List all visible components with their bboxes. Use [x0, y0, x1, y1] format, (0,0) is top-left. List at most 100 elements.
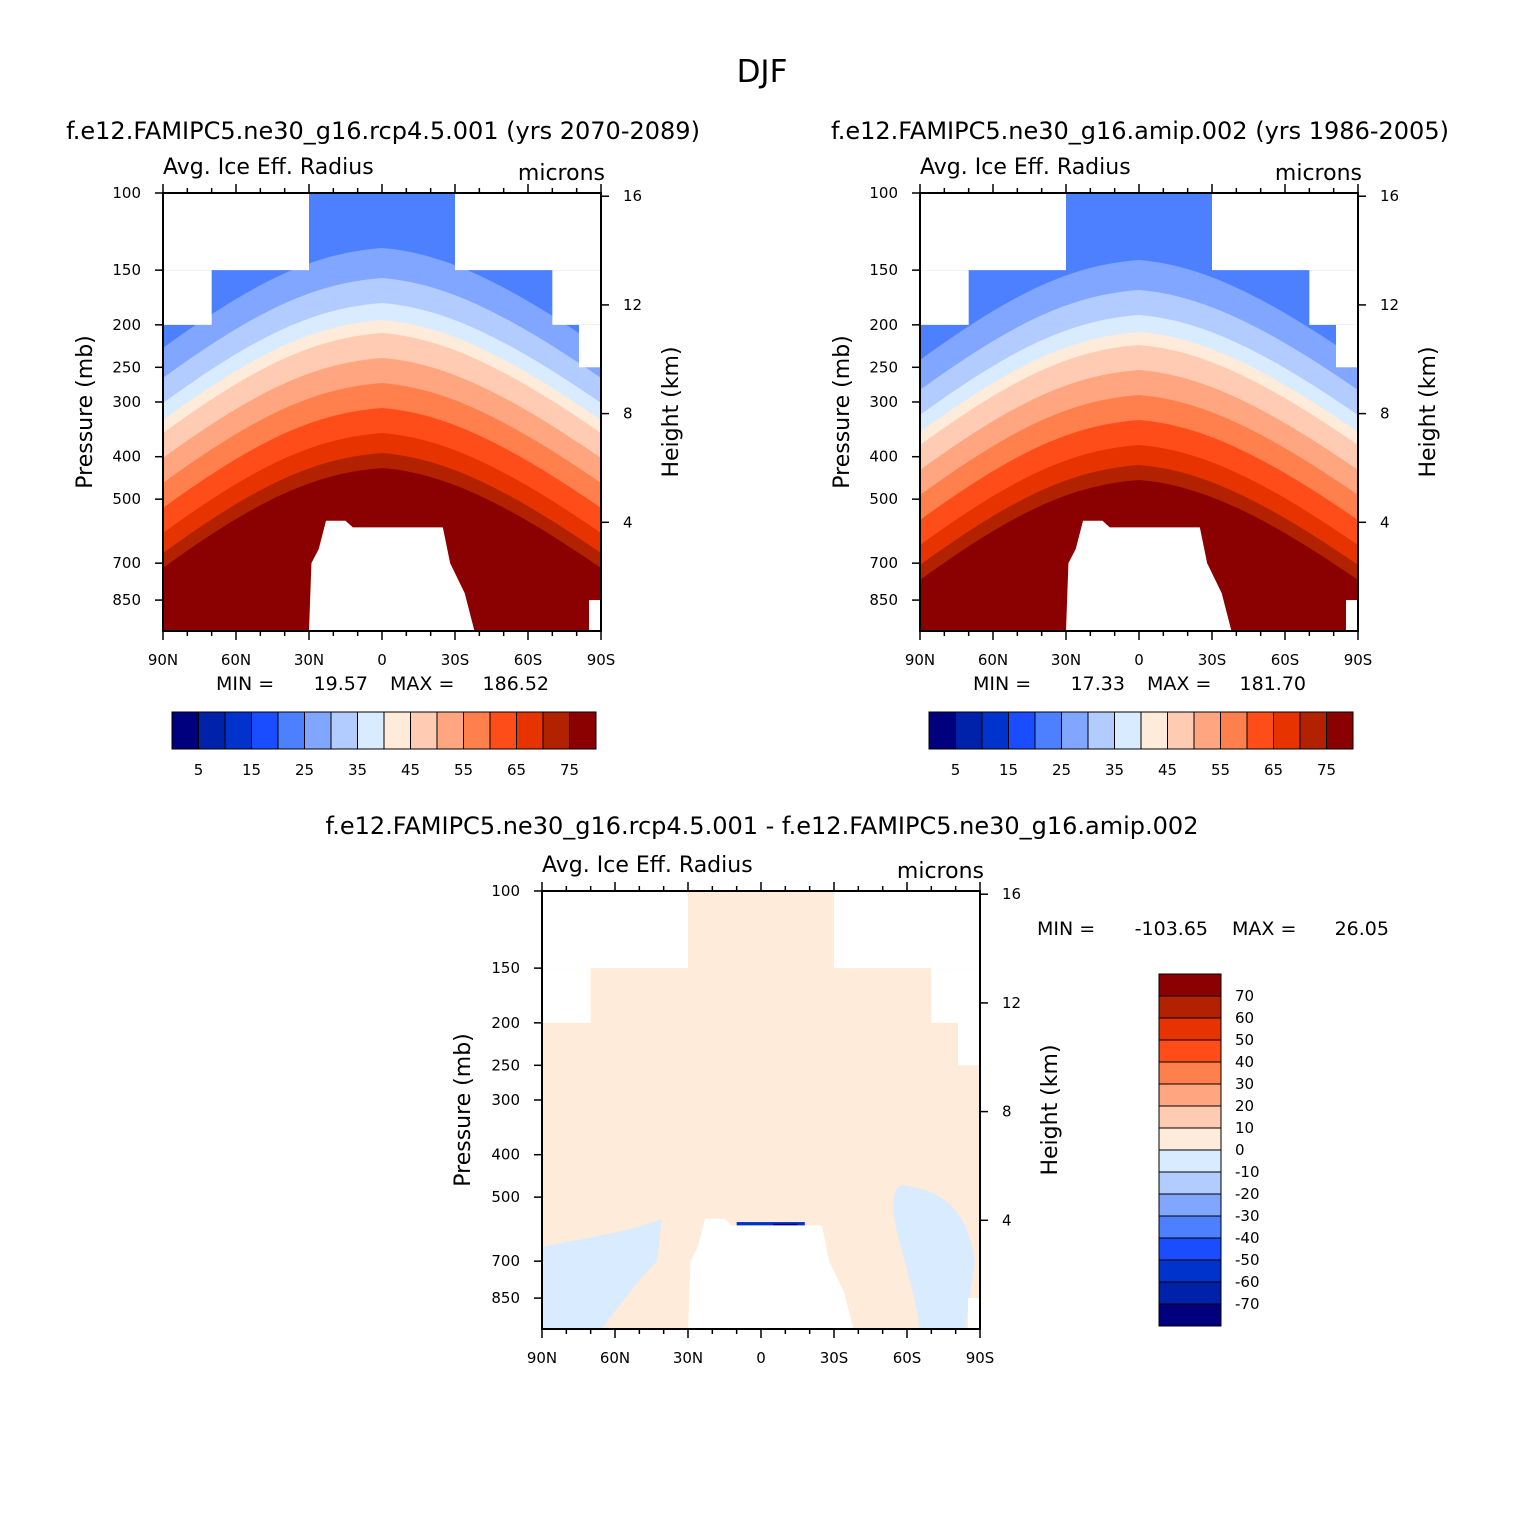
colorbar-swatch: [171, 711, 199, 750]
y-tick-label: 150: [869, 261, 898, 279]
colorbar-swatch: [330, 711, 358, 750]
max-value: 181.70: [1240, 673, 1306, 695]
colorbar-swatch: [251, 711, 279, 750]
colorbar-swatch: [277, 711, 305, 750]
y-tick-label: 850: [491, 1289, 520, 1307]
colorbar-swatch: [1167, 711, 1195, 750]
colorbar-label: 65: [1264, 761, 1283, 779]
missing-data-region: [920, 270, 969, 325]
y-tick-label: 850: [112, 591, 141, 609]
x-tick-label: 90N: [148, 651, 178, 669]
missing-data-region: [1346, 600, 1358, 631]
colorbar-swatch: [1158, 1105, 1222, 1129]
x-tick-label: 60N: [978, 651, 1008, 669]
x-tick-label: 0: [377, 651, 387, 669]
missing-data-region: [1309, 270, 1358, 325]
y-tick-label: 250: [491, 1056, 520, 1074]
y-tick-label: 400: [112, 448, 141, 466]
y-tick-label: 150: [491, 959, 520, 977]
y2-axis-label: Height (km): [1038, 1044, 1063, 1175]
x-tick-label: 30N: [294, 651, 324, 669]
y-tick-label: 150: [112, 261, 141, 279]
colorbar-swatch: [1299, 711, 1327, 750]
colorbar-swatch: [1158, 973, 1222, 997]
colorbar-swatch: [1158, 1039, 1222, 1063]
colorbar-swatch: [1034, 711, 1062, 750]
colorbar-swatch: [569, 711, 597, 750]
colorbar-swatch: [516, 711, 544, 750]
x-tick-label: 30N: [1051, 651, 1081, 669]
y2-tick-label: 12: [1002, 994, 1021, 1012]
min-value: 19.57: [314, 673, 368, 695]
colorbar-label: 50: [1235, 1031, 1254, 1049]
missing-data-region: [589, 600, 601, 631]
y-tick-label: 400: [869, 448, 898, 466]
y-tick-label: 250: [112, 358, 141, 376]
colorbar-swatch: [198, 711, 226, 750]
colorbar-swatch: [1193, 711, 1221, 750]
units-label: microns: [518, 161, 605, 186]
y2-tick-label: 8: [1002, 1103, 1012, 1121]
colorbar-swatch: [1326, 711, 1354, 750]
y-tick-label: 250: [869, 358, 898, 376]
y2-tick-label: 8: [1380, 405, 1390, 423]
colorbar-swatch: [928, 711, 956, 750]
colorbar-label: 15: [999, 761, 1018, 779]
colorbar: 5 15 25 35 45 55 65 75: [171, 711, 597, 779]
colorbar-swatch: [1158, 1237, 1222, 1261]
y2-tick-label: 12: [1380, 296, 1399, 314]
colorbar-label: 75: [560, 761, 579, 779]
colorbar-label: 30: [1235, 1075, 1254, 1093]
plot-area: 90N 60N 30N 0 30S 60S 90S 100 150 200 250 300 400 500…: [869, 184, 1399, 669]
colorbar-label: -20: [1235, 1185, 1260, 1203]
x-tick-label: 60S: [1271, 651, 1300, 669]
variable-label: Avg. Ice Eff. Radius: [920, 155, 1131, 180]
y2-axis-label: Height (km): [659, 346, 684, 477]
y-tick-label: 100: [112, 184, 141, 202]
colorbar-label: -60: [1235, 1273, 1260, 1291]
max-label: MAX =: [1147, 673, 1211, 695]
colorbar-label: 45: [401, 761, 420, 779]
x-tick-label: 60N: [600, 1349, 630, 1367]
colorbar-label: 60: [1235, 1009, 1254, 1027]
colorbar-label: -30: [1235, 1207, 1260, 1225]
colorbar-label: 10: [1235, 1119, 1254, 1137]
x-tick-label: 30S: [441, 651, 470, 669]
y-tick-label: 200: [112, 316, 141, 334]
y-axis-label: Pressure (mb): [830, 335, 855, 489]
colorbar: 70 60 50 40 30 20 10 0 -10 -20 -30 -40 -50 -60 -70: [1158, 973, 1260, 1327]
variable-label: Avg. Ice Eff. Radius: [163, 155, 374, 180]
plot-area: 90N 60N 30N 0 30S 60S 90S 100 150 200 250 300 400 500…: [491, 882, 1021, 1367]
y-tick-label: 500: [112, 490, 141, 508]
colorbar-swatch: [1158, 1281, 1222, 1305]
y-tick-label: 700: [491, 1252, 520, 1270]
variable-label: Avg. Ice Eff. Radius: [542, 853, 753, 878]
colorbar: 5 15 25 35 45 55 65 75: [928, 711, 1354, 779]
field-contour-band: [893, 1185, 975, 1329]
colorbar-swatch: [304, 711, 332, 750]
x-tick-label: 60S: [514, 651, 543, 669]
case-title: f.e12.FAMIPC5.ne30_g16.rcp4.5.001 - f.e1…: [326, 812, 1199, 840]
missing-data-region: [958, 1022, 980, 1066]
colorbar-label: 45: [1158, 761, 1177, 779]
stats-line: MIN = -103.65 MAX = 26.05: [1037, 918, 1389, 940]
y-tick-label: 500: [491, 1188, 520, 1206]
y-tick-label: 500: [869, 490, 898, 508]
x-tick-label: 60S: [893, 1349, 922, 1367]
panel-top-left: f.e12.FAMIPC5.ne30_g16.rcp4.5.001 (yrs 2…: [66, 117, 700, 779]
colorbar-label: -50: [1235, 1251, 1260, 1269]
x-tick-label: 60N: [221, 651, 251, 669]
x-tick-label: 90N: [905, 651, 935, 669]
missing-data-region: [455, 193, 601, 271]
colorbar-label: 25: [295, 761, 314, 779]
missing-data-region: [834, 891, 980, 969]
colorbar-label: 25: [1052, 761, 1071, 779]
colorbar-swatch: [1158, 1171, 1222, 1195]
case-title: f.e12.FAMIPC5.ne30_g16.amip.002 (yrs 198…: [831, 117, 1449, 145]
min-label: MIN =: [973, 673, 1031, 695]
max-value: 26.05: [1335, 918, 1389, 940]
colorbar-swatch: [1220, 711, 1248, 750]
units-label: microns: [897, 859, 984, 884]
colorbar-swatch: [489, 711, 517, 750]
x-tick-label: 90S: [587, 651, 616, 669]
